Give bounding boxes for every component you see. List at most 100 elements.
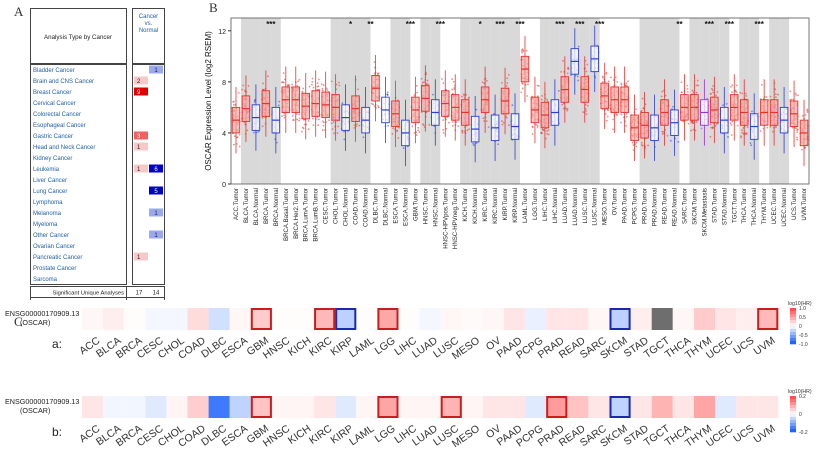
data-point (680, 81, 683, 84)
data-point (286, 84, 289, 87)
data-point (540, 131, 543, 134)
table-row-name: Other Cancer (33, 233, 69, 239)
data-point (791, 126, 794, 129)
data-point (542, 128, 544, 131)
data-point (511, 104, 514, 107)
data-point (521, 87, 524, 90)
data-point (281, 115, 283, 118)
data-point (232, 104, 235, 106)
data-point (392, 127, 395, 130)
data-point (620, 83, 623, 86)
data-point (415, 134, 418, 136)
data-point (710, 93, 712, 95)
x-tick-label: TGCT.Tumor (731, 188, 738, 223)
data-point (341, 102, 344, 105)
heatmap-cell (461, 396, 483, 418)
data-point (722, 104, 724, 107)
y-tick-label: 12 (218, 29, 226, 36)
table-row-name: Colorectal Cancer (33, 112, 81, 118)
up-count-cell (134, 87, 148, 96)
heatmap-cell (377, 396, 399, 418)
significant-cell-outline (440, 396, 462, 418)
heatmap-cell (588, 308, 610, 330)
data-point (322, 124, 325, 127)
data-point (794, 92, 797, 95)
data-point (317, 85, 320, 88)
data-point (353, 124, 356, 127)
data-point (804, 113, 807, 116)
x-tick-label: COAD.Normal (363, 188, 370, 227)
heatmap-cell (482, 308, 504, 330)
x-tick-label: LAML.Tumor (522, 188, 529, 223)
data-point (560, 71, 563, 73)
data-point (422, 123, 424, 126)
heatmap-row-gene-label: ENSG00000170909.13 (5, 309, 79, 318)
data-point (686, 88, 689, 90)
data-point (330, 80, 333, 83)
x-tick-label: UVM.Tumor (801, 188, 808, 221)
data-point (238, 145, 241, 148)
data-point (727, 136, 729, 138)
x-tick-label: SKCM.Metastasis (701, 188, 708, 236)
x-tick-label: HNSC.Tumor (422, 188, 429, 224)
data-point (321, 87, 324, 90)
data-point (790, 98, 793, 101)
data-point (475, 142, 478, 144)
data-point (317, 78, 320, 81)
plot-border (230, 17, 810, 185)
data-point (333, 132, 336, 135)
heatmap-cell (651, 308, 673, 330)
data-point (540, 98, 543, 101)
table-row-name: Esophageal Cancer (33, 123, 86, 129)
data-point (751, 110, 753, 113)
heatmap-cell (419, 308, 441, 330)
data-point (302, 87, 305, 90)
legend-gradient-step (790, 320, 796, 324)
data-point (661, 133, 664, 135)
legend-gradient-step (790, 396, 796, 400)
data-point (301, 90, 304, 93)
data-point (301, 126, 304, 129)
significance-mark: *** (436, 20, 446, 29)
data-point (545, 137, 547, 140)
table-header-left: Analysis Type by Cancer (44, 34, 112, 41)
data-point (586, 63, 589, 66)
summary-down-count: 14 (153, 291, 160, 297)
heatmap-cell (187, 308, 209, 330)
data-point (734, 89, 737, 92)
data-point (312, 86, 315, 89)
data-point (283, 116, 286, 119)
down-count-cell (149, 186, 163, 195)
data-point (472, 142, 475, 145)
data-point (295, 113, 298, 115)
data-point (291, 83, 294, 86)
data-point (731, 120, 734, 123)
data-point (520, 91, 523, 94)
data-point (695, 84, 698, 87)
data-point (338, 81, 340, 84)
data-point (426, 82, 428, 85)
heatmap-cell (482, 396, 504, 418)
panel-label-a: A (14, 4, 24, 19)
data-point (716, 91, 719, 93)
data-point (607, 80, 610, 83)
data-point (695, 91, 698, 94)
data-point (355, 123, 358, 126)
data-point (640, 141, 643, 144)
heatmap-cell (757, 396, 779, 418)
data-point (641, 97, 644, 100)
heatmap-cell (398, 396, 420, 418)
data-point (614, 76, 617, 79)
data-point (625, 115, 628, 118)
legend-gradient-step (790, 420, 796, 424)
heatmap-row-gene-symbol: (OSCAR) (20, 318, 50, 327)
data-point (521, 51, 523, 54)
significant-cell-outline (314, 308, 336, 330)
heatmap-cell (736, 308, 758, 330)
data-point (326, 89, 329, 92)
table-row-name: Prostate Cancer (33, 266, 76, 272)
data-point (466, 129, 469, 132)
data-point (415, 84, 418, 87)
legend-gradient-step (790, 338, 796, 342)
heatmap-cell (715, 396, 737, 418)
